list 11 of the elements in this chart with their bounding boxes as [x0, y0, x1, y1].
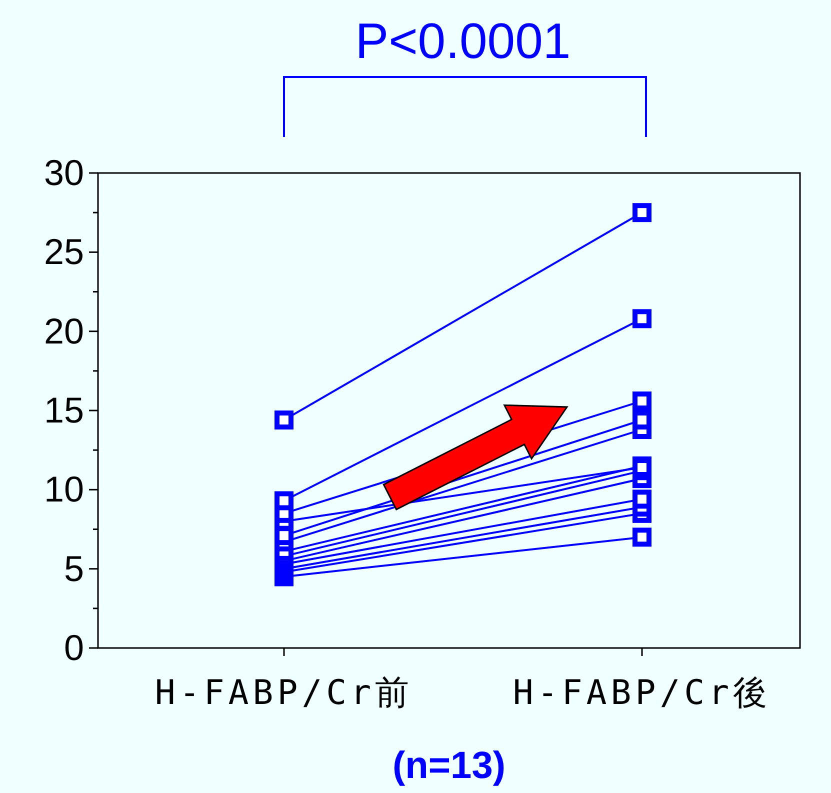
y-tick-label: 10 — [44, 468, 84, 510]
y-tick-label: 20 — [44, 310, 84, 352]
x-tick-label: H-FABP/Cr後 — [512, 673, 772, 713]
y-tick-label: 30 — [44, 152, 84, 193]
y-tick-label: 0 — [64, 627, 84, 668]
text: (n=13) — [392, 745, 506, 787]
x-tick-label: H-FABP/Cr前 — [154, 673, 414, 713]
y-tick-label: 25 — [44, 231, 84, 272]
y-tick-label: 15 — [44, 390, 84, 430]
y-tick-label: 5 — [64, 548, 84, 589]
chart-title: P<0.0001 — [355, 13, 571, 69]
